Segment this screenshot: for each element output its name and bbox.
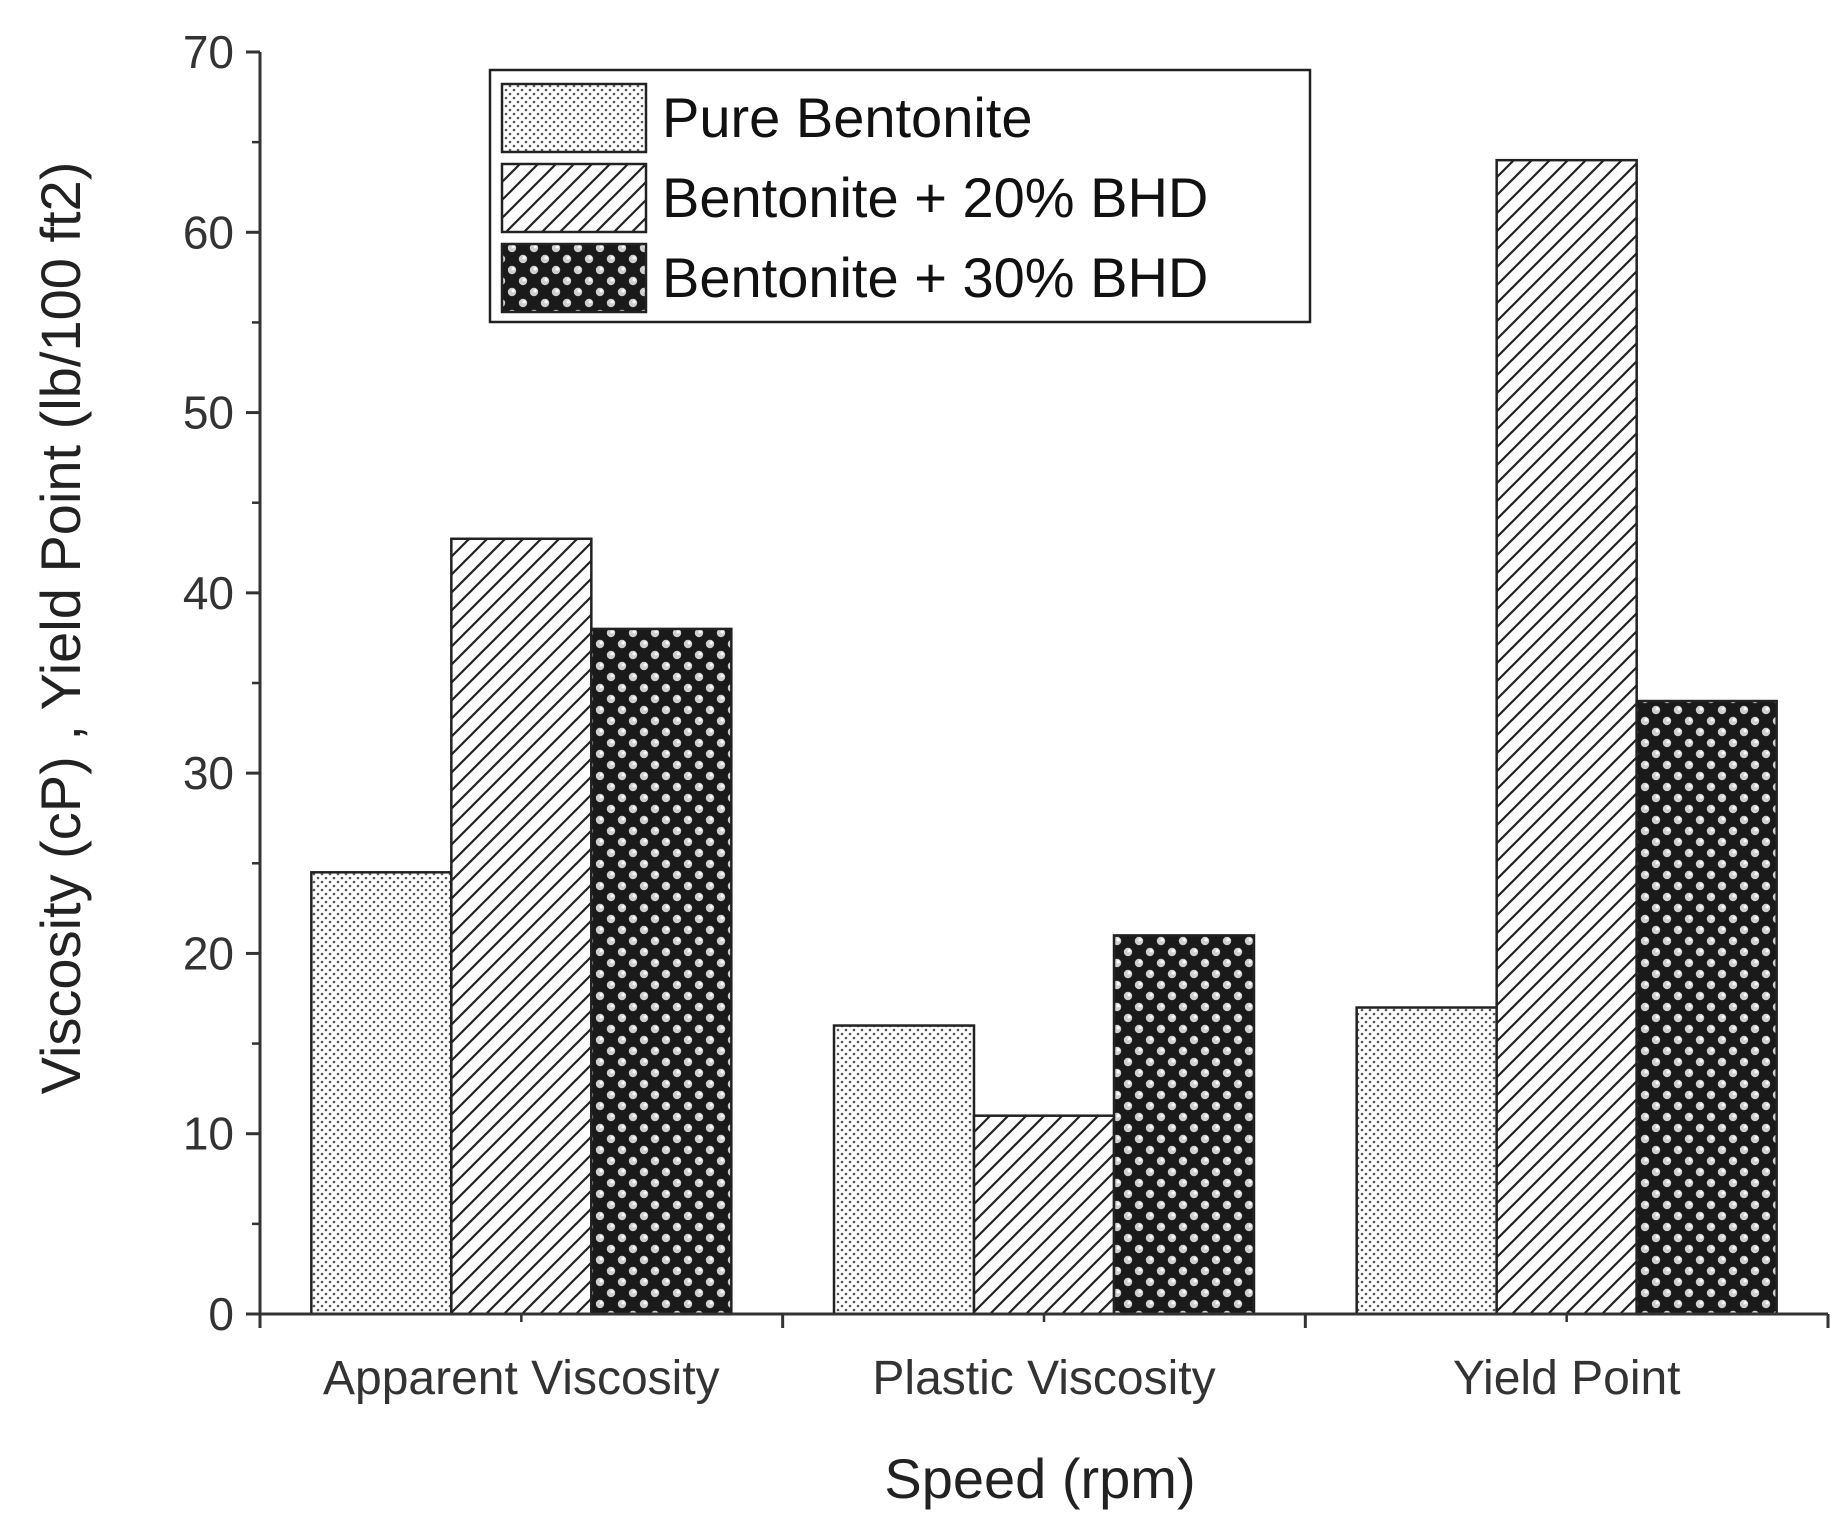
y-tick-label: 50 (183, 387, 234, 439)
y-tick-label: 20 (183, 927, 234, 979)
bar-0-2 (590, 627, 733, 1316)
x-axis-title: Speed (rpm) (884, 1447, 1195, 1510)
bar-0-1 (450, 537, 593, 1316)
x-tick-label: Yield Point (1453, 1352, 1681, 1405)
y-tick-label: 40 (183, 567, 234, 619)
x-tick-label: Apparent Viscosity (323, 1352, 720, 1405)
legend-label: Bentonite + 30% BHD (662, 246, 1208, 309)
y-tick-label: 60 (183, 206, 234, 258)
y-tick-label: 0 (208, 1288, 234, 1340)
legend-label: Bentonite + 20% BHD (662, 166, 1208, 229)
y-tick-label: 70 (183, 26, 234, 78)
x-tick-label: Plastic Viscosity (872, 1352, 1215, 1405)
bar-2-1 (1495, 158, 1638, 1316)
legend-label: Pure Bentonite (662, 86, 1032, 149)
bar-0-0 (310, 871, 453, 1316)
axes: 0 10 20 30 40 50 60 70 Apparent Viscosity Plastic… (183, 26, 1830, 1405)
legend-swatch (500, 82, 648, 154)
y-tick-label: 10 (183, 1108, 234, 1160)
legend: Pure Bentonite Bentonite + 20% BHD Bentoni… (488, 68, 1312, 324)
bars (310, 158, 1778, 1316)
bar-1-2 (1112, 934, 1256, 1316)
y-axis-title: Viscosity (cP) , Yield Point (lb/100 ft2… (29, 162, 92, 1095)
bar-1-1 (972, 1114, 1116, 1316)
legend-swatch (500, 242, 648, 314)
bar-2-2 (1635, 699, 1778, 1316)
y-tick-label: 30 (183, 747, 234, 799)
bar-2-0 (1355, 1006, 1498, 1316)
legend-swatch (500, 162, 648, 234)
bar-1-0 (832, 1024, 976, 1316)
